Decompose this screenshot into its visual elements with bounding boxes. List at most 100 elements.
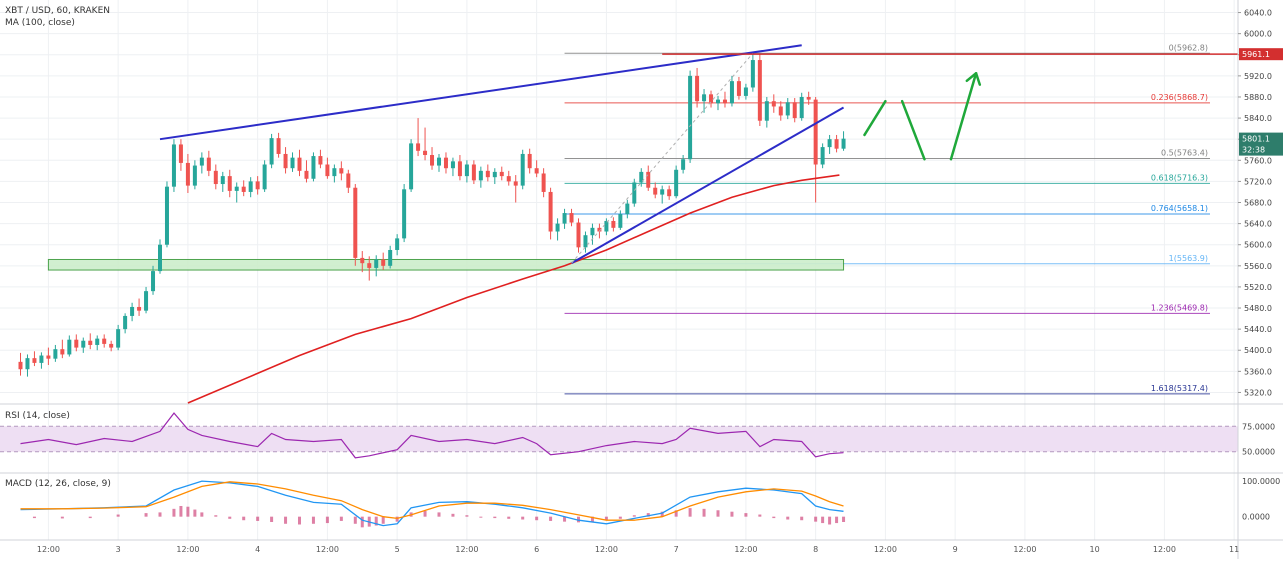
current-price-tag[interactable] [1239, 132, 1283, 156]
macd-histogram-bar [381, 516, 385, 524]
projection-arrow[interactable] [949, 71, 978, 161]
candle-body [618, 214, 623, 228]
candle-bullish [750, 53, 755, 92]
indicator-series [20, 412, 846, 528]
macd-histogram-bar [311, 516, 315, 524]
candle-bearish [506, 170, 511, 186]
candle-body [234, 186, 239, 191]
time-axis-label: 9 [953, 545, 958, 554]
candle-bearish [736, 76, 741, 100]
macd-tick-label: 100.0000 [1242, 477, 1280, 486]
candle-bearish [213, 164, 218, 190]
macd-histogram-bar [758, 514, 762, 517]
candle-body [827, 139, 832, 148]
rsi-band-fill [0, 426, 1238, 452]
candle-body [227, 176, 232, 191]
candle-bearish [416, 118, 421, 157]
candle-body [478, 170, 483, 181]
macd-histogram-bar [479, 516, 483, 518]
candle-bearish [276, 132, 281, 158]
candle-bearish [709, 90, 714, 108]
lower-trendline[interactable] [571, 106, 845, 265]
projection-arrow-head[interactable] [965, 71, 982, 86]
candle-bearish [646, 165, 651, 191]
candle-bullish [374, 255, 379, 277]
candle-body [604, 220, 609, 232]
candle-bullish [464, 160, 469, 183]
support-zone-layer[interactable] [47, 258, 845, 271]
candle-body [130, 306, 135, 316]
candle-body [283, 153, 288, 169]
candle-body [597, 227, 602, 232]
macd-histogram-bar [800, 516, 804, 521]
ma-legend[interactable]: MA (100, close) [5, 18, 75, 28]
candle-bearish [541, 168, 546, 198]
time-axis-label: 12:00 [1013, 545, 1036, 554]
macd-histogram-bar [744, 513, 748, 517]
candle-bullish [67, 335, 72, 357]
overlay-lines[interactable] [159, 44, 1238, 404]
rsi-legend[interactable]: RSI (14, close) [5, 411, 70, 421]
macd-legend[interactable]: MACD (12, 26, close, 9) [5, 479, 111, 489]
macd-histogram-bar [772, 516, 776, 519]
candle-bearish [18, 352, 23, 376]
time-axis-label: 12:00 [595, 545, 618, 554]
candle-body [297, 157, 302, 171]
candle-bullish [116, 324, 121, 351]
fib-level-label: 1.618(5317.4) [1151, 384, 1208, 393]
candle-bearish [304, 160, 309, 183]
candle-body [562, 213, 567, 224]
time-axis-label: 12:00 [874, 545, 897, 554]
macd-histogram-bar [493, 516, 497, 519]
resistance-price-label: 5961.1 [1242, 50, 1270, 59]
candle-bullish [590, 223, 595, 245]
macd-histogram-bar [360, 516, 364, 528]
candle-body [25, 358, 30, 370]
candle-bullish [743, 83, 748, 100]
macd-histogram-bar [437, 512, 441, 517]
time-axis-label: 4 [255, 545, 260, 554]
macd-line [20, 480, 844, 527]
resistance-price-tag[interactable] [1239, 48, 1283, 61]
macd-histogram-bar [688, 508, 692, 517]
upper-trendline[interactable] [159, 44, 802, 141]
candle-body [785, 102, 790, 116]
macd-histogram-bar [214, 515, 218, 517]
time-axis-label: 3 [116, 545, 121, 554]
candle-body [46, 355, 51, 359]
candle-bullish [450, 157, 455, 177]
candle-body [464, 164, 469, 177]
macd-histogram-bar [270, 516, 274, 522]
candle-bearish [834, 134, 839, 153]
macd-histogram-bar [660, 511, 664, 517]
projection-arrow[interactable] [900, 99, 926, 161]
candle-bearish [283, 147, 288, 174]
candle-body [367, 263, 372, 268]
candle-bullish [151, 265, 156, 295]
macd-tick-label: 0.0000 [1242, 513, 1270, 522]
candle-bullish [332, 164, 337, 183]
candle-bullish [130, 302, 135, 322]
time-axis-label: 11 [1229, 545, 1239, 554]
candle-bearish [32, 351, 37, 367]
candle-body [778, 106, 783, 116]
projection-arrow[interactable] [863, 99, 887, 137]
fib-connector[interactable] [571, 52, 754, 264]
support-zone[interactable] [47, 258, 845, 271]
candle-body [499, 171, 504, 177]
candle-body [799, 96, 804, 119]
candle-body [590, 227, 595, 236]
macd-histogram-bar [228, 516, 232, 519]
macd-histogram-bar [32, 516, 36, 519]
candle-bullish [681, 155, 686, 174]
candle-bullish [409, 139, 414, 192]
candle-bearish [443, 152, 448, 174]
candle-bearish [778, 101, 783, 121]
time-axis-label: 6 [534, 545, 539, 554]
candle-bearish [178, 139, 183, 171]
time-axis-label: 12:00 [37, 545, 60, 554]
symbol-title[interactable]: XBT / USD, 60, KRAKEN [5, 6, 110, 16]
